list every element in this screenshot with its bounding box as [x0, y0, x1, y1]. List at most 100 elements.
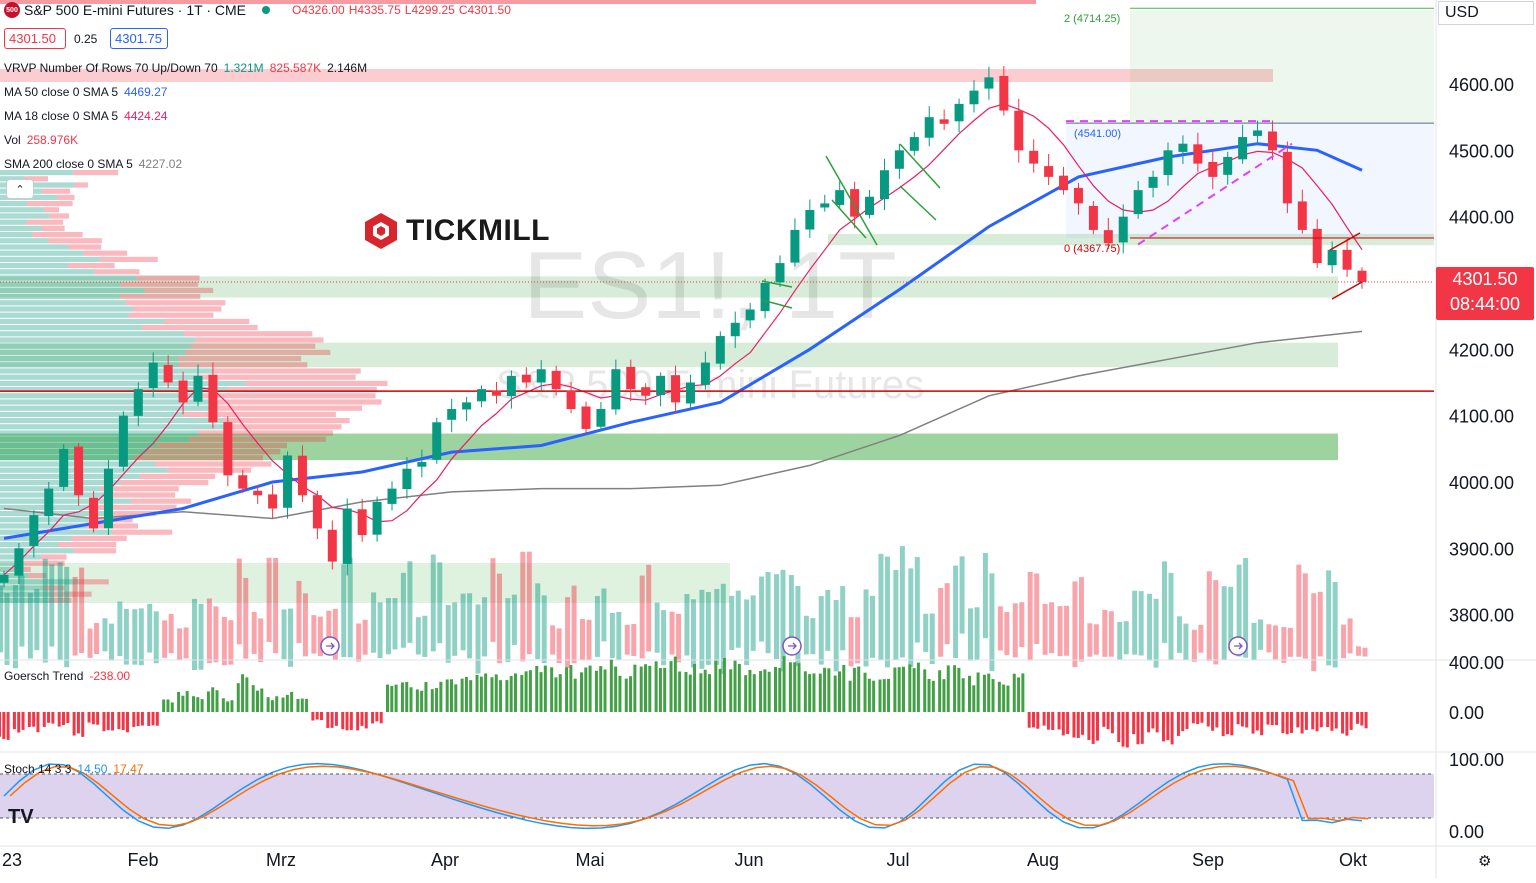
candle-body — [283, 455, 293, 508]
vrvp-row-down — [245, 380, 388, 386]
candle-body — [536, 369, 546, 383]
watermark-symbol: ES1!, 1T — [523, 232, 897, 339]
legend-ma50[interactable]: MA 50 close 0 SMA 5 4469.27 — [4, 85, 167, 99]
candle-body — [447, 409, 457, 420]
goersch-bar — [543, 665, 547, 712]
goersch-bar — [400, 682, 404, 712]
legend-vrvp[interactable]: VRVP Number Of Rows 70 Up/Down 70 1.321M 8… — [4, 61, 367, 75]
goersch-bar — [808, 674, 812, 712]
volume-bar — [4, 593, 10, 665]
vrvp-row-up — [0, 331, 185, 337]
volume-bar — [64, 566, 70, 668]
goersch-bar — [718, 668, 722, 712]
candle-body — [596, 409, 606, 427]
vrvp-row-down — [43, 585, 65, 591]
goersch-bar — [21, 712, 25, 730]
goersch-bar — [1236, 712, 1240, 725]
volume-bar — [49, 564, 55, 647]
vrvp-row-down — [223, 418, 350, 424]
volume-bar — [108, 623, 114, 661]
volume-bar — [1162, 561, 1167, 643]
volume-bar — [392, 598, 398, 650]
symbol-title[interactable]: S&P 500 E-mini Futures · 1T · CME — [24, 2, 246, 18]
candle-body — [1133, 190, 1143, 215]
vrvp-row-down — [100, 486, 179, 492]
goersch-bar — [1136, 712, 1140, 745]
candle-body — [59, 448, 69, 487]
vrvp-row-up — [0, 343, 191, 349]
vrvp-row-up — [0, 597, 49, 603]
goersch-bar — [580, 672, 583, 712]
goersch-bar — [1046, 712, 1050, 730]
settings-gear-icon[interactable]: ⚙ — [1478, 853, 1492, 870]
goersch-bar — [415, 689, 419, 712]
goersch-bar — [1002, 684, 1006, 712]
candle-body — [1073, 187, 1083, 204]
volume-bar — [899, 546, 905, 658]
goersch-bar — [887, 678, 891, 712]
candle-body — [1267, 131, 1277, 151]
volume-bar — [198, 603, 204, 670]
currency-selector[interactable]: USD — [1438, 1, 1534, 25]
goersch-bar — [1196, 712, 1200, 724]
candle-body — [1357, 270, 1367, 282]
vrvp-row-up — [0, 405, 218, 411]
tickmill-logo-text: TICKMILL — [406, 214, 550, 247]
candle-body — [477, 389, 487, 402]
legend-stoch[interactable]: Stoch 14 3 3 14.50 17.47 — [4, 762, 143, 776]
goersch-bar — [1200, 712, 1204, 723]
volume-bar — [765, 572, 771, 654]
goersch-bar — [1215, 712, 1219, 728]
vrvp-row-down — [133, 306, 222, 312]
vrvp-row-down — [190, 343, 316, 349]
legend-goersch[interactable]: Goersch Trend -238.00 — [4, 669, 130, 683]
legend-sma200-label: SMA 200 close 0 SMA 5 — [4, 157, 133, 171]
vrvp-row-up — [0, 560, 23, 566]
legend-vol[interactable]: Vol 258.976K — [4, 133, 78, 147]
goersch-bar — [91, 712, 95, 725]
candle-body — [924, 117, 934, 138]
goersch-bar — [61, 712, 65, 725]
goersch-bar — [837, 671, 841, 712]
goersch-bar — [688, 674, 692, 712]
bid-button[interactable]: 4301.50 — [4, 28, 66, 49]
goersch-bar — [305, 698, 309, 712]
collapse-legend-button[interactable]: ⌃ — [6, 179, 34, 199]
vrvp-row-up — [0, 213, 50, 219]
candle-body — [193, 375, 203, 402]
stoch-tick-label: 100.00 — [1449, 750, 1504, 770]
goersch-bar — [953, 665, 957, 712]
symbol-header[interactable]: 500 S&P 500 E-mini Futures · 1T · CME O4… — [4, 2, 511, 18]
goersch-bar — [767, 671, 771, 712]
goersch-bar — [6, 712, 10, 740]
ask-button[interactable]: 4301.75 — [110, 28, 168, 49]
vrvp-row-down — [26, 219, 64, 225]
vrvp-row-down — [226, 387, 377, 393]
goersch-bar — [528, 670, 532, 712]
goersch-bar — [1304, 712, 1308, 730]
legend-ma18[interactable]: MA 18 close 0 SMA 5 4424.24 — [4, 109, 167, 123]
goersch-bar — [177, 691, 181, 712]
vrvp-row-up — [0, 467, 168, 473]
vrvp-row-down — [58, 542, 117, 548]
candle-body — [999, 76, 1009, 111]
volume-bar — [870, 595, 876, 658]
goersch-bar — [823, 667, 827, 712]
legend-stoch-label: Stoch 14 3 3 — [4, 762, 72, 776]
goersch-bar — [565, 667, 569, 712]
volume-bar — [929, 613, 935, 665]
goersch-bar — [852, 667, 856, 712]
candle-body — [44, 488, 54, 517]
volume-bar — [938, 587, 944, 657]
legend-sma200[interactable]: SMA 200 close 0 SMA 5 4227.02 — [4, 157, 182, 171]
volume-bar — [162, 620, 168, 658]
goersch-bar — [499, 680, 503, 712]
vrvp-row-up — [0, 312, 129, 318]
goersch-bar — [669, 661, 673, 712]
volume-bar — [601, 588, 607, 642]
goersch-bar — [927, 678, 931, 712]
goersch-bar — [957, 667, 961, 712]
candle-body — [1103, 230, 1113, 244]
